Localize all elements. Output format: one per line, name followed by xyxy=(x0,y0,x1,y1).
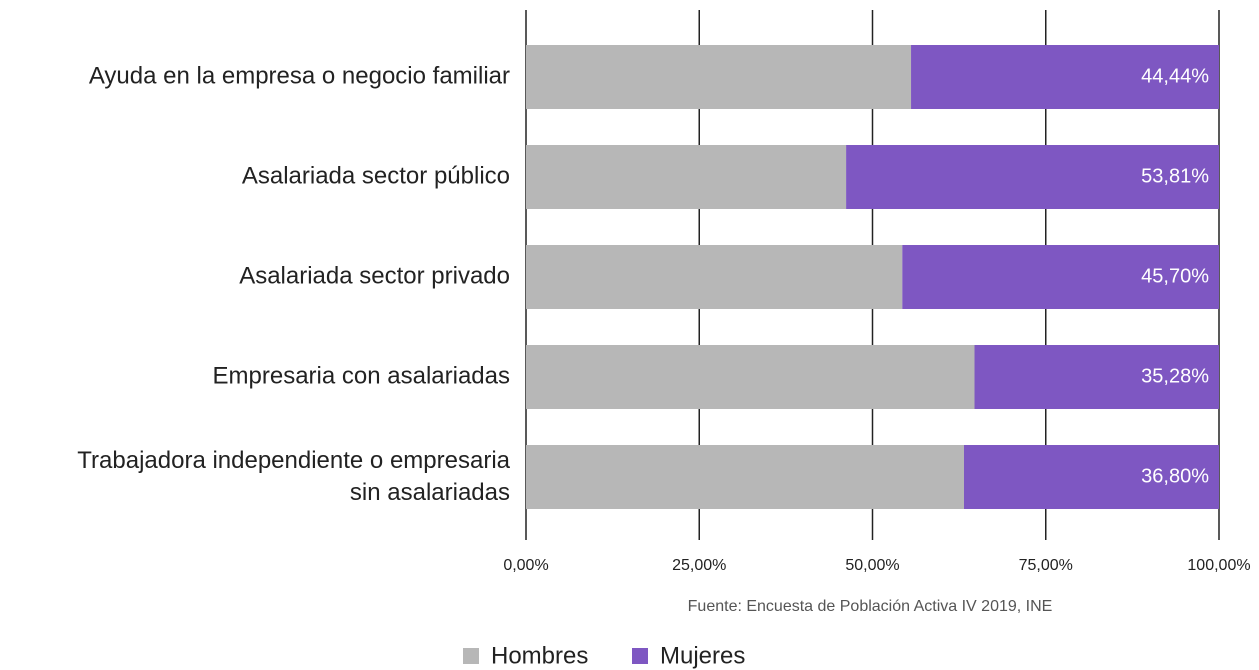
category-label: Asalariada sector público xyxy=(242,162,510,189)
bar-segment xyxy=(526,345,975,409)
category-label: Asalariada sector privado xyxy=(239,262,510,289)
data-label: 45,70% xyxy=(1141,265,1209,287)
data-label: 36,80% xyxy=(1141,465,1209,487)
data-label: 44,44% xyxy=(1141,65,1209,87)
x-tick-label: 50,00% xyxy=(845,557,899,574)
x-tick-label: 25,00% xyxy=(672,557,726,574)
category-label: Trabajadora independiente o empresaria si… xyxy=(77,447,510,506)
data-label: 35,28% xyxy=(1141,365,1209,387)
legend-swatch xyxy=(463,648,479,664)
bar-segment xyxy=(911,45,1219,109)
category-label: Ayuda en la empresa o negocio familiar xyxy=(89,62,510,89)
bar-segment xyxy=(526,445,964,509)
x-tick-label: 0,00% xyxy=(503,557,548,574)
bar-segment xyxy=(526,45,912,109)
bar-segment xyxy=(526,145,847,209)
x-tick-label: 75,00% xyxy=(1019,557,1073,574)
legend-label: Mujeres xyxy=(660,642,745,669)
bar-segment xyxy=(963,445,1219,509)
data-label: 53,81% xyxy=(1141,165,1209,187)
category-label: Empresaria con asalariadas xyxy=(213,362,510,389)
bar-segment xyxy=(526,245,903,309)
legend-swatch xyxy=(632,648,648,664)
bar-segment xyxy=(974,345,1219,409)
legend-label: Hombres xyxy=(491,642,588,669)
source-note: Fuente: Encuesta de Población Activa IV … xyxy=(688,598,1053,615)
x-tick-label: 100,00% xyxy=(1187,557,1250,574)
bar-segment xyxy=(902,245,1219,309)
bar-segment xyxy=(846,145,1219,209)
